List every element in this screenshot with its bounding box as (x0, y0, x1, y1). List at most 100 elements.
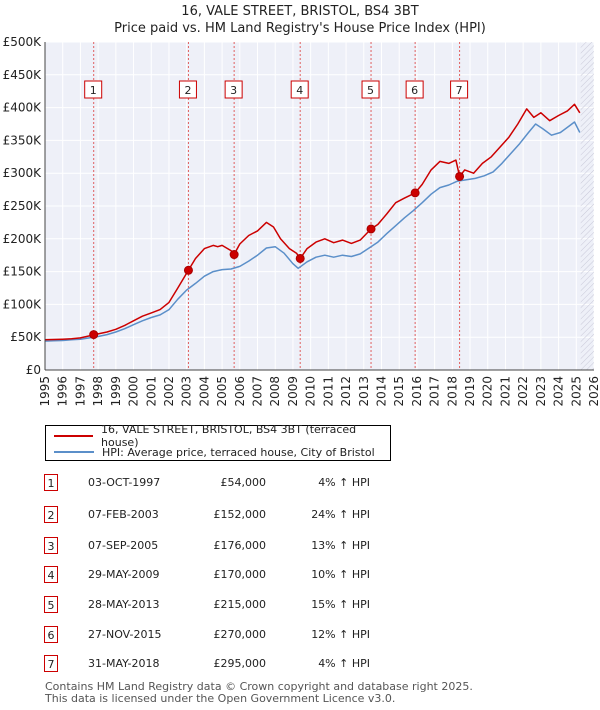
x-tick-label: 2013 (357, 376, 371, 407)
x-tick-label: 2004 (197, 376, 211, 407)
y-tick-label: £300K (3, 166, 43, 180)
x-tick-label: 2016 (410, 376, 424, 407)
x-tick-label: 2014 (374, 376, 388, 407)
transaction-number: 2 (44, 506, 58, 523)
transaction-date: 31-MAY-2018 (88, 657, 160, 670)
transaction-price: £295,000 (213, 657, 267, 670)
legend-swatch-hpi (54, 451, 94, 453)
x-tick-label: 2024 (552, 376, 566, 407)
x-tick-label: 2009 (286, 376, 300, 407)
sale-number-box (361, 80, 380, 99)
transaction-hpi: 13% ↑ HPI (311, 539, 370, 552)
y-tick-label: £150K (3, 265, 43, 279)
sale-number-label: 2 (184, 84, 191, 97)
y-tick-label: £400K (3, 101, 43, 115)
sale-point (183, 265, 193, 275)
transaction-date: 27-NOV-2015 (88, 628, 162, 641)
sale-point (410, 188, 420, 198)
transaction-number: 3 (44, 537, 58, 554)
legend-item-hpi: HPI: Average price, terraced house, City… (54, 444, 375, 460)
transaction-hpi: 4% ↑ HPI (318, 657, 370, 670)
sale-number-box (84, 80, 103, 99)
chart-subtitle: Price paid vs. HM Land Registry's House … (114, 21, 486, 36)
sale-point (89, 330, 99, 340)
series-line-hpi (44, 121, 581, 342)
transaction-hpi: 4% ↑ HPI (318, 476, 370, 489)
transaction-number: 7 (44, 655, 58, 672)
transaction-number: 6 (44, 626, 58, 643)
sale-number-label: 4 (296, 84, 303, 97)
transaction-date: 07-SEP-2005 (88, 539, 159, 552)
sale-number-box (450, 80, 469, 99)
legend-label-property: 16, VALE STREET, BRISTOL, BS4 3BT (terra… (101, 423, 357, 449)
sale-number-label: 1 (90, 84, 97, 97)
x-tick-label: 2008 (268, 376, 282, 407)
footer-line-licence: This data is licensed under the Open Gov… (45, 692, 396, 705)
legend-swatch-property (54, 435, 94, 437)
y-tick-label: £200K (3, 232, 43, 246)
sale-number-label: 6 (411, 84, 418, 97)
sale-number-label: 7 (456, 84, 463, 97)
x-tick-label: 2000 (127, 376, 141, 407)
transaction-hpi: 10% ↑ HPI (311, 568, 370, 581)
price-chart: 1 2 3 4 5 6 7 £0 £50K £100K £150K £200K £250K £300K £… (3, 35, 600, 407)
transaction-hpi: 24% ↑ HPI (311, 508, 370, 521)
legend-label-hpi: HPI: Average price, terraced house, City… (102, 445, 375, 459)
sale-point (295, 253, 305, 263)
sale-point (366, 224, 376, 234)
sale-number-label: 3 (230, 84, 237, 97)
forecast-hatch (580, 42, 594, 370)
sale-number-box (224, 80, 243, 99)
sale-number-box (178, 80, 197, 99)
x-tick-label: 2003 (180, 376, 194, 407)
transaction-number: 5 (44, 596, 58, 613)
transaction-date: 28-MAY-2013 (88, 598, 160, 611)
y-tick-label: £450K (3, 68, 43, 82)
x-tick-label: 2025 (569, 376, 583, 407)
x-tick-label: 2022 (516, 376, 530, 407)
y-tick-label: £350K (3, 133, 43, 147)
y-tick-label: £50K (10, 330, 42, 344)
x-tick-label: 2026 (587, 376, 600, 407)
sale-point (455, 171, 465, 181)
transaction-number: 1 (44, 474, 58, 491)
x-tick-label: 2015 (392, 376, 406, 407)
x-tick-label: 1998 (91, 376, 105, 407)
transaction-date: 07-FEB-2003 (88, 508, 159, 521)
footer-line-copyright: Contains HM Land Registry data © Crown c… (45, 680, 473, 693)
series-line-property (44, 103, 581, 341)
transaction-price: £270,000 (213, 628, 267, 641)
transaction-date: 03-OCT-1997 (88, 476, 161, 489)
transaction-price: £170,000 (213, 568, 267, 581)
sale-number-box (405, 80, 424, 99)
x-tick-label: 1996 (56, 376, 70, 407)
x-tick-label: 2017 (428, 376, 442, 407)
x-tick-label: 2011 (321, 376, 335, 407)
transaction-hpi: 15% ↑ HPI (311, 598, 370, 611)
legend-item-property: 16, VALE STREET, BRISTOL, BS4 3BT (terra… (54, 423, 390, 449)
x-tick-label: 2018 (445, 376, 459, 407)
y-tick-label: £100K (3, 297, 43, 311)
sale-point (229, 250, 239, 260)
sale-number-label: 5 (367, 84, 374, 97)
y-tick-label: £250K (3, 199, 43, 213)
x-tick-label: 2019 (463, 376, 477, 407)
x-tick-label: 2005 (215, 376, 229, 407)
x-tick-label: 2020 (481, 376, 495, 407)
transaction-price: £176,000 (213, 539, 267, 552)
transaction-hpi: 12% ↑ HPI (311, 628, 370, 641)
transaction-price: £54,000 (220, 476, 267, 489)
transaction-number: 4 (44, 566, 58, 583)
transaction-date: 29-MAY-2009 (88, 568, 160, 581)
x-tick-label: 2012 (339, 376, 353, 407)
x-tick-label: 1995 (38, 376, 52, 407)
transaction-price: £152,000 (213, 508, 267, 521)
x-tick-label: 2007 (251, 376, 265, 407)
x-tick-label: 2001 (144, 376, 158, 407)
chart-title: 16, VALE STREET, BRISTOL, BS4 3BT (181, 4, 419, 19)
x-tick-label: 2021 (498, 376, 512, 407)
x-tick-label: 2023 (534, 376, 548, 407)
x-tick-label: 2010 (304, 376, 318, 407)
y-tick-label: £0 (26, 363, 41, 377)
chart-legend: 16, VALE STREET, BRISTOL, BS4 3BT (terra… (45, 423, 391, 461)
